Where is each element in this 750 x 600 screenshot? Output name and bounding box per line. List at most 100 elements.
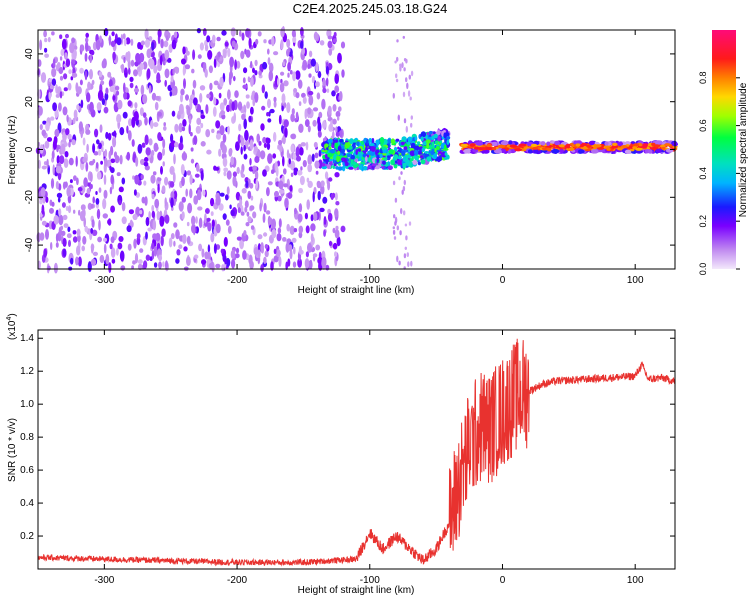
spectrogram-cell: [191, 68, 195, 74]
spectrogram-cell: [508, 140, 513, 145]
spectrogram-cell: [388, 148, 394, 155]
spectrogram-cell: [101, 60, 106, 69]
spectrogram-cell: [432, 131, 436, 135]
spectrogram-cell: [400, 141, 405, 145]
spectrogram-cell: [533, 146, 538, 150]
spectrogram-cell: [77, 256, 82, 267]
spectrogram-y-ticks: -40 -20 0 20 40: [24, 48, 675, 252]
spectrogram-cell: [236, 236, 242, 241]
spectrogram-cell: [103, 106, 109, 114]
spectrogram-cell: [335, 126, 338, 134]
spectrogram-cell: [236, 60, 241, 69]
spectrogram-cell: [125, 37, 131, 45]
spectrogram-cell: [99, 124, 103, 133]
spectrogram-cell: [492, 147, 497, 151]
spectrogram-cell: [221, 264, 225, 272]
spectrogram-cell: [127, 130, 132, 141]
spectrogram-cell: [63, 87, 68, 92]
spectrogram-cell: [150, 174, 156, 184]
spectrogram-cell: [133, 189, 137, 196]
spectrogram-cell: [249, 139, 254, 151]
spectrogram-cell: [162, 161, 165, 167]
spectrogram-cell: [45, 121, 50, 132]
spectrogram-cell: [244, 206, 248, 213]
colorbar: 0.0 0.2 0.4 0.6 0.8 Normalized spectral ampl…: [698, 30, 749, 275]
spectrogram-cell: [227, 125, 230, 135]
spectrogram-cell: [237, 134, 242, 144]
spectrogram-cell: [327, 152, 333, 158]
spectrogram-cell: [326, 164, 332, 170]
spectrogram-cell: [59, 155, 65, 165]
spectrogram-cell: [277, 77, 280, 87]
spectrogram-cell: [64, 151, 69, 158]
spectrogram-cell: [107, 71, 112, 78]
spectrogram-cell: [225, 194, 229, 201]
spectrogram-cell: [260, 264, 264, 273]
spectrogram-cell: [332, 38, 337, 43]
spectrogram-cell: [261, 105, 266, 111]
spectrogram-cell: [97, 89, 104, 101]
spectrogram-cell: [156, 210, 160, 221]
spectrogram-cell: [145, 254, 151, 261]
spectrogram-cell: [205, 129, 211, 138]
spectrogram-cell: [44, 140, 50, 149]
spectrogram-cell: [52, 58, 56, 68]
spectrogram-cell: [213, 243, 217, 254]
spectrogram-cell: [252, 98, 256, 107]
spectrogram-cell: [72, 117, 76, 125]
spectrogram-cell: [428, 130, 433, 135]
spectrogram-cell: [403, 156, 407, 160]
spectrogram-cell: [178, 201, 184, 212]
spectrogram-cell: [116, 247, 119, 256]
spectrogram-cell: [62, 248, 67, 257]
spectrogram-cell: [275, 166, 279, 177]
spectrogram-cell: [87, 182, 91, 187]
spectrogram-cell: [322, 196, 328, 204]
spectrogram-cell: [59, 34, 63, 39]
spectrogram-cell: [335, 110, 341, 118]
spectrogram-cell: [85, 41, 89, 52]
spectrogram-cell: [131, 139, 135, 147]
x-tick-label: -200: [227, 275, 247, 286]
spectrogram-cell: [231, 40, 236, 48]
spectrogram-cell: [340, 148, 345, 154]
spectrogram-cell: [133, 111, 139, 122]
spectrogram-cell: [315, 244, 321, 251]
spectrogram-cell: [65, 206, 69, 211]
spectrogram-cell: [58, 208, 62, 217]
colorbar-tick-label: 0.8: [698, 72, 708, 85]
spectrogram-cell: [290, 144, 295, 153]
spectrogram-cell: [273, 131, 277, 142]
spectrogram-cell: [173, 190, 178, 200]
spectrogram-cell: [291, 30, 296, 38]
spectrogram-cell: [262, 213, 266, 224]
spectrogram-cell: [305, 225, 310, 234]
spectrogram-cell: [105, 87, 109, 95]
x-tick-label: -100: [360, 575, 380, 586]
spectrogram-cell: [196, 28, 201, 34]
spectrogram-cell: [253, 145, 258, 153]
spectrogram-cell: [37, 106, 43, 116]
spectrogram-cell: [635, 147, 643, 151]
spectrogram-cell: [293, 88, 298, 93]
spectrogram-cell: [305, 141, 309, 151]
spectrogram-cell: [181, 176, 185, 187]
spectrogram-cell: [44, 53, 49, 58]
spectrogram-cell: [150, 120, 154, 129]
spectrogram-cell: [291, 237, 297, 243]
spectrogram-cell: [112, 137, 117, 148]
spectrogram-cell: [414, 136, 418, 141]
spectrogram-cell: [122, 33, 126, 40]
spectrogram-x-ticks: -300 -200 -100 0 100: [94, 30, 644, 286]
spectrogram-cell: [409, 150, 416, 157]
spectrogram-cell: [193, 195, 199, 205]
spectrogram-cell: [223, 236, 228, 247]
spectrogram-cell: [90, 203, 94, 209]
spectrogram-cell: [419, 155, 424, 159]
spectrogram-cell: [263, 232, 268, 237]
spectrogram-cell: [301, 47, 306, 55]
spectrogram-cell: [113, 151, 118, 158]
spectrogram-cell: [118, 200, 122, 206]
spectrogram-cell: [68, 141, 71, 148]
spectrogram-cell: [445, 132, 450, 137]
